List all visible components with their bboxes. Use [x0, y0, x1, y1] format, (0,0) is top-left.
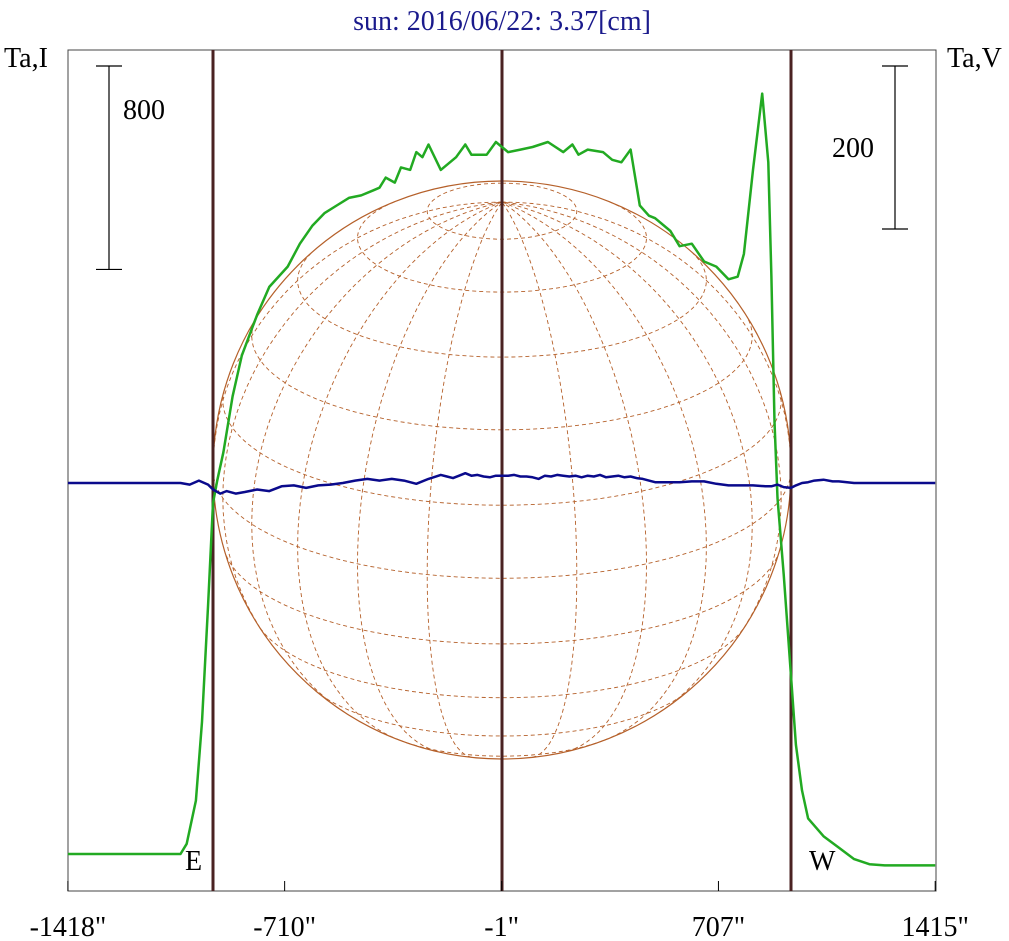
grid-longitude-line: [297, 201, 503, 741]
grid-longitude-line: [251, 201, 503, 713]
grid-longitude-line: [501, 201, 578, 758]
grid-latitude-line: [297, 252, 707, 358]
x-tick-label: -710": [253, 912, 316, 941]
x-tick-label: -1": [484, 912, 519, 941]
scale-bars: [96, 65, 908, 271]
grid-longitude-line: [357, 201, 503, 752]
grid-longitude-line: [426, 201, 503, 758]
limb-marker-label: W: [809, 846, 836, 877]
grid-longitude-line: [222, 201, 503, 629]
series-line-ta-i: [67, 92, 936, 867]
limb-marker-label: E: [185, 846, 202, 877]
grid-latitude-line: [315, 690, 689, 737]
grid-longitude-line: [501, 201, 782, 629]
grid-latitude-line: [222, 389, 782, 506]
right-axis-label: Ta,V: [947, 43, 1002, 74]
x-tick-label: 707": [692, 912, 745, 941]
grid-longitude-line: [212, 201, 503, 471]
left-scale-bar-label: 800: [123, 95, 165, 126]
grid-longitude-line: [501, 201, 792, 471]
grid-latitude-line: [225, 555, 779, 645]
left-axis-label: Ta,I: [4, 43, 48, 74]
right-scale-bar-label: 200: [832, 133, 874, 164]
x-axis-ticks: -1418" -710" -1" 707" 1415": [30, 881, 969, 941]
series-lines: [67, 92, 936, 867]
chart-title: sun: 2016/06/22: 3.37[cm]: [353, 6, 651, 37]
series-line-ta-v: [67, 471, 936, 495]
x-tick-label: 1415": [901, 912, 968, 941]
x-tick-label: -1418": [30, 912, 107, 941]
grid-longitude-line: [501, 201, 647, 752]
grid-longitude-line: [501, 201, 707, 741]
grid-longitude-line: [501, 201, 753, 713]
